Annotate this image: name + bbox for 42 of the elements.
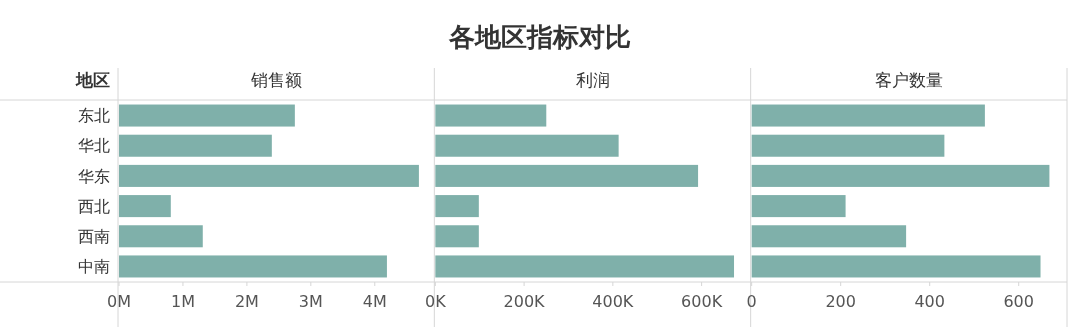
bar — [119, 195, 171, 218]
bar — [119, 225, 203, 248]
bar — [751, 255, 1041, 278]
x-axis-title: 销售额 — [249, 70, 302, 90]
bar — [119, 104, 295, 127]
x-tick-label: 1M — [170, 292, 195, 311]
bar — [119, 164, 419, 187]
x-tick-label: 0M — [107, 292, 131, 311]
chart-title: 各地区指标对比 — [448, 22, 631, 52]
bar — [435, 134, 619, 157]
y-tick-label: 东北 — [78, 106, 110, 126]
x-axis-title: 客户数量 — [874, 70, 943, 90]
y-tick-label: 华东 — [78, 166, 110, 186]
bar — [435, 255, 735, 278]
bar — [119, 134, 272, 157]
bar — [751, 104, 985, 127]
bar — [751, 164, 1050, 187]
bar — [751, 195, 846, 218]
x-tick-label: 0K — [425, 292, 447, 311]
bar — [435, 225, 479, 248]
x-tick-label: 400 — [914, 292, 945, 311]
bar — [751, 134, 945, 157]
x-tick-label: 2M — [234, 292, 259, 311]
x-tick-label: 400K — [592, 292, 634, 311]
x-tick-label: 3M — [298, 292, 323, 311]
x-tick-label: 200 — [825, 292, 856, 311]
bar — [435, 164, 699, 187]
bar — [119, 255, 387, 278]
x-tick-label: 600 — [1003, 292, 1034, 311]
x-tick-label: 200K — [503, 292, 546, 311]
y-tick-label: 中南 — [78, 257, 110, 277]
x-tick-label: 0 — [746, 292, 757, 311]
y-tick-label: 华北 — [78, 136, 110, 156]
x-tick-label: 4M — [362, 292, 387, 311]
bar — [435, 104, 547, 127]
y-tick-label: 西南 — [78, 226, 110, 246]
y-axis-title: 地区 — [75, 70, 110, 90]
y-tick-label: 西北 — [78, 196, 110, 216]
x-axis-title: 利润 — [575, 70, 610, 90]
bar — [435, 195, 479, 218]
x-tick-label: 600K — [681, 292, 723, 311]
bar — [751, 225, 907, 248]
